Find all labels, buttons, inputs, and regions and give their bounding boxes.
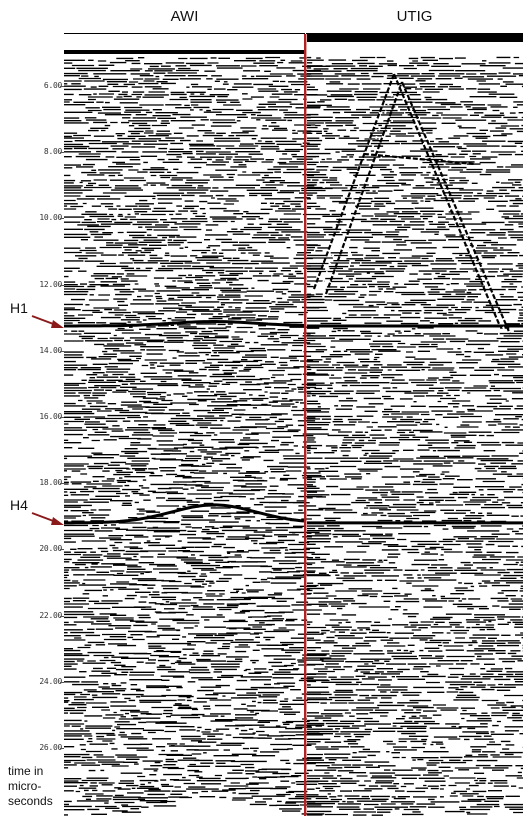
arrow-icon xyxy=(31,511,64,525)
time-tick-label: 24.00 xyxy=(39,676,62,686)
arrow-icon xyxy=(31,315,64,328)
time-tick-mark xyxy=(60,681,64,683)
time-tick-label: 22.00 xyxy=(39,610,62,620)
time-tick-mark xyxy=(60,483,64,485)
horizon-label-h4: H4 xyxy=(10,496,28,513)
time-tick-label: 14.00 xyxy=(39,345,62,355)
time-tick-mark xyxy=(60,417,64,418)
panel-divider-line xyxy=(304,34,307,816)
awi-top-border xyxy=(64,33,305,34)
time-tick-mark xyxy=(60,549,64,551)
panel-title-utig: UTIG xyxy=(396,8,433,25)
time-tick-label: 6.00 xyxy=(43,81,62,90)
time-tick-mark xyxy=(60,86,64,87)
time-tick-mark xyxy=(60,284,64,286)
time-tick-label: 10.00 xyxy=(39,213,62,223)
time-tick-mark xyxy=(60,748,64,749)
time-tick-label: 16.00 xyxy=(39,412,62,421)
time-tick-label: 20.00 xyxy=(39,544,62,554)
panel-title-awi: AWI xyxy=(170,8,199,25)
seismic-section-image xyxy=(64,34,523,816)
seismic-panels xyxy=(64,34,523,816)
horizon-label-h1: H1 xyxy=(10,299,28,316)
time-tick-mark xyxy=(60,350,64,352)
time-tick-mark xyxy=(60,218,64,220)
time-tick-label: 12.00 xyxy=(39,279,62,289)
utig-seismic-section xyxy=(307,34,523,816)
time-tick-mark xyxy=(60,615,64,617)
time-axis-title: time in micro- seconds xyxy=(8,764,53,808)
time-tick-label: 8.00 xyxy=(43,147,62,157)
awi-seismic-section xyxy=(64,50,333,816)
time-tick-label: 18.00 xyxy=(39,478,62,488)
utig-top-border xyxy=(306,33,523,34)
time-tick-mark xyxy=(60,152,64,154)
time-tick-label: 26.00 xyxy=(39,743,62,752)
